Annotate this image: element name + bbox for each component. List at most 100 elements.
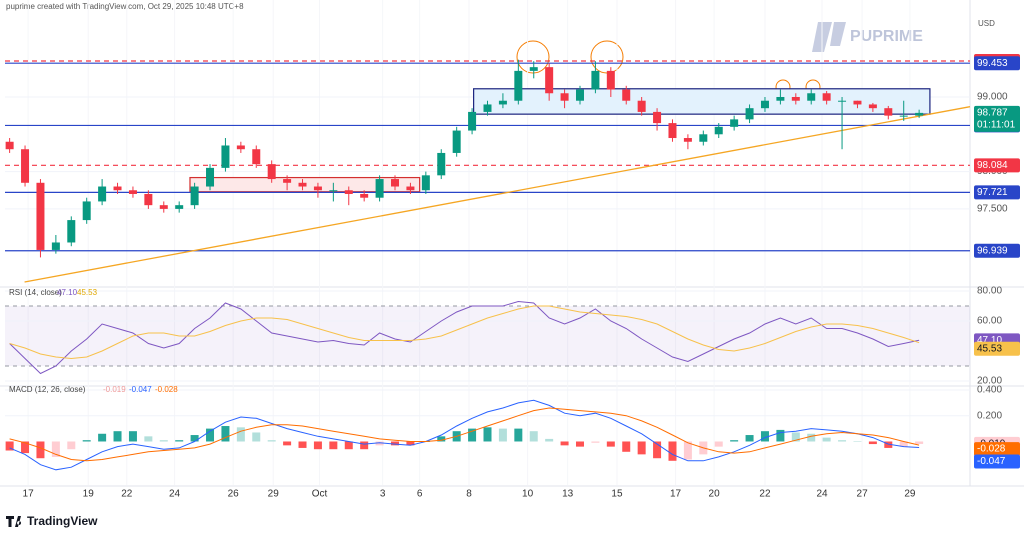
candle-body xyxy=(421,175,430,191)
price-tag xyxy=(974,442,1020,457)
x-tick-label: 20 xyxy=(709,489,721,500)
candle-body xyxy=(375,179,384,198)
x-tick-label: 6 xyxy=(417,489,423,500)
histogram-bar xyxy=(637,441,646,455)
countdown-label: 01:11:01 xyxy=(977,120,1016,131)
histogram-bar xyxy=(360,441,369,450)
histogram-bar xyxy=(375,441,384,446)
candle-body xyxy=(406,186,415,191)
candle-body xyxy=(622,89,631,101)
histogram-bar xyxy=(915,441,924,444)
x-tick-label: 22 xyxy=(759,489,771,500)
zone-box xyxy=(473,88,931,115)
pane-title: RSI (14, close) xyxy=(9,288,62,297)
indicator-line xyxy=(9,399,920,471)
candle-body xyxy=(853,100,862,105)
histogram-bar xyxy=(113,431,122,442)
candle-body xyxy=(159,205,168,209)
candle-body xyxy=(391,179,400,187)
candle-body xyxy=(144,193,153,206)
price-tag xyxy=(974,158,1020,173)
candle-body xyxy=(653,111,662,124)
histogram-bar xyxy=(221,426,230,442)
histogram-bar xyxy=(683,441,692,460)
candle-body xyxy=(452,130,461,153)
candle-body xyxy=(221,145,230,168)
histogram-bar xyxy=(653,441,662,459)
histogram-bar xyxy=(822,437,831,442)
candle-body xyxy=(668,123,677,139)
x-tick-label: 29 xyxy=(904,489,916,500)
candle-body xyxy=(730,119,739,127)
x-tick-label: 17 xyxy=(23,489,35,500)
x-tick-label: 24 xyxy=(816,489,828,500)
candle-body xyxy=(760,100,769,109)
price-tag-label: 99.453 xyxy=(977,58,1008,69)
candle-body xyxy=(298,182,307,187)
candle-body xyxy=(313,186,322,191)
histogram-bar xyxy=(98,433,107,442)
histogram-bar xyxy=(606,441,615,447)
watermark: PUPRIME xyxy=(812,22,923,52)
histogram-bar xyxy=(267,440,276,442)
candle-body xyxy=(514,70,523,101)
candle-body xyxy=(868,104,877,109)
histogram-bar xyxy=(714,441,723,447)
price-tag-label: 97.721 xyxy=(977,187,1008,198)
histogram-bar xyxy=(236,427,245,442)
candle-body xyxy=(236,145,245,150)
x-tick-label: 24 xyxy=(169,489,181,500)
candle-body xyxy=(483,104,492,112)
price-tag-label: -0.047 xyxy=(977,456,1006,467)
histogram-bar xyxy=(884,441,893,448)
candle-body xyxy=(329,190,338,192)
y-tick-label: 20.00 xyxy=(977,376,1002,387)
candle-body xyxy=(498,100,507,105)
histogram-bar xyxy=(67,441,76,450)
footer-text: TradingView xyxy=(27,514,98,528)
x-tick-label: 13 xyxy=(562,489,574,500)
candle-body xyxy=(267,164,276,180)
histogram-bar xyxy=(560,441,569,446)
candle-body xyxy=(128,190,137,194)
candle-body xyxy=(899,115,908,117)
histogram-bar xyxy=(575,441,584,447)
histogram-bar xyxy=(853,441,862,442)
watermark-text: PUPRIME xyxy=(850,28,923,45)
price-tag xyxy=(974,185,1020,200)
histogram-bar xyxy=(668,441,677,461)
candle-body xyxy=(21,149,30,183)
candle-body xyxy=(745,108,754,120)
candle-body xyxy=(437,152,446,176)
candle-body xyxy=(915,112,924,116)
histogram-bar xyxy=(175,440,184,442)
candle-body xyxy=(252,149,261,165)
histogram-bar xyxy=(344,441,353,450)
histogram-bar xyxy=(128,431,137,442)
price-tag xyxy=(974,56,1020,71)
candle-body xyxy=(606,70,615,90)
footer-logo: TradingView xyxy=(6,514,98,528)
pane-value: -0.019 xyxy=(103,385,126,394)
x-tick-label: 19 xyxy=(83,489,95,500)
candle-body xyxy=(468,111,477,131)
candle-body xyxy=(838,100,847,102)
candle-body xyxy=(776,96,785,101)
histogram-bar xyxy=(51,441,60,457)
pane-value: -0.047 xyxy=(129,385,152,394)
y-tick-label: 0.200 xyxy=(977,410,1002,421)
watermark-logo xyxy=(812,22,846,52)
histogram-bar xyxy=(21,441,30,454)
histogram-bar xyxy=(298,441,307,448)
histogram-bar xyxy=(760,431,769,442)
candle-body xyxy=(36,182,45,250)
price-tag-label: 98.084 xyxy=(977,160,1008,171)
candle-body xyxy=(791,96,800,101)
currency: USD xyxy=(978,19,995,28)
histogram-bar xyxy=(899,441,908,447)
histogram-bar xyxy=(159,440,168,442)
histogram-bar xyxy=(483,427,492,442)
histogram-bar xyxy=(776,429,785,442)
